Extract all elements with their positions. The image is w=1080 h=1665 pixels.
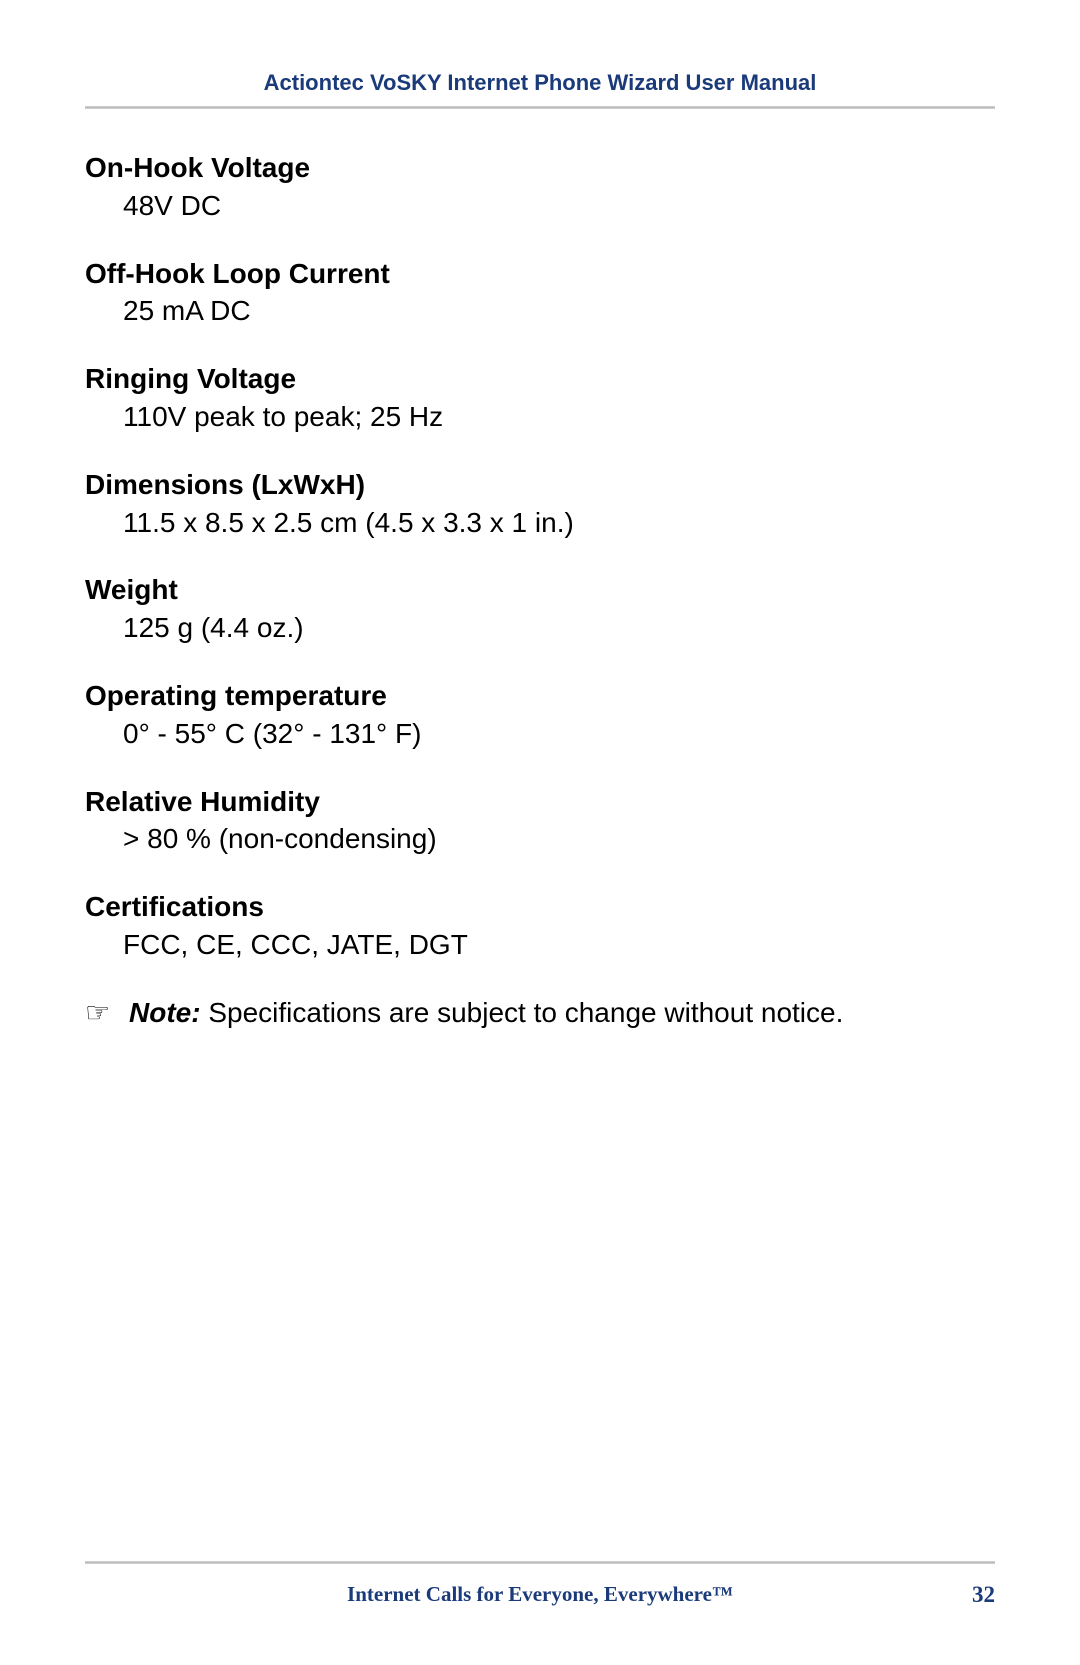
- spec-label: Weight: [85, 571, 995, 609]
- spec-label: On-Hook Voltage: [85, 149, 995, 187]
- spec-label: Certifications: [85, 888, 995, 926]
- note-body: Specifications are subject to change wit…: [201, 997, 844, 1028]
- spec-value: 11.5 x 8.5 x 2.5 cm (4.5 x 3.3 x 1 in.): [85, 504, 995, 542]
- spec-label: Operating temperature: [85, 677, 995, 715]
- spec-ringing-voltage: Ringing Voltage 110V peak to peak; 25 Hz: [85, 360, 995, 436]
- spec-operating-temperature: Operating temperature 0° - 55° C (32° - …: [85, 677, 995, 753]
- footer-text: Internet Calls for Everyone, Everywhere™: [347, 1582, 733, 1607]
- spec-label: Relative Humidity: [85, 783, 995, 821]
- note-text: Note: Specifications are subject to chan…: [129, 994, 843, 1032]
- spec-off-hook-loop-current: Off-Hook Loop Current 25 mA DC: [85, 255, 995, 331]
- header-title: Actiontec VoSKY Internet Phone Wizard Us…: [85, 70, 995, 96]
- footer-line: Internet Calls for Everyone, Everywhere™…: [85, 1582, 995, 1607]
- spec-certifications: Certifications FCC, CE, CCC, JATE, DGT: [85, 888, 995, 964]
- header-rule: [85, 106, 995, 109]
- spec-value: 110V peak to peak; 25 Hz: [85, 398, 995, 436]
- spec-on-hook-voltage: On-Hook Voltage 48V DC: [85, 149, 995, 225]
- footer-rule: [85, 1561, 995, 1564]
- page-number: 32: [972, 1582, 995, 1608]
- spec-value: 0° - 55° C (32° - 131° F): [85, 715, 995, 753]
- content: On-Hook Voltage 48V DC Off-Hook Loop Cur…: [85, 149, 995, 1032]
- pointing-hand-icon: ☞: [85, 994, 129, 1032]
- spec-dimensions: Dimensions (LxWxH) 11.5 x 8.5 x 2.5 cm (…: [85, 466, 995, 542]
- spec-value: 48V DC: [85, 187, 995, 225]
- spec-label: Dimensions (LxWxH): [85, 466, 995, 504]
- spec-label: Off-Hook Loop Current: [85, 255, 995, 293]
- footer: Internet Calls for Everyone, Everywhere™…: [85, 1561, 995, 1607]
- spec-value: FCC, CE, CCC, JATE, DGT: [85, 926, 995, 964]
- spec-value: > 80 % (non-condensing): [85, 820, 995, 858]
- spec-label: Ringing Voltage: [85, 360, 995, 398]
- spec-weight: Weight 125 g (4.4 oz.): [85, 571, 995, 647]
- spec-relative-humidity: Relative Humidity > 80 % (non-condensing…: [85, 783, 995, 859]
- spec-value: 25 mA DC: [85, 292, 995, 330]
- note-label: Note:: [129, 997, 201, 1028]
- note-block: ☞ Note: Specifications are subject to ch…: [85, 994, 995, 1032]
- spec-value: 125 g (4.4 oz.): [85, 609, 995, 647]
- page: Actiontec VoSKY Internet Phone Wizard Us…: [0, 0, 1080, 1665]
